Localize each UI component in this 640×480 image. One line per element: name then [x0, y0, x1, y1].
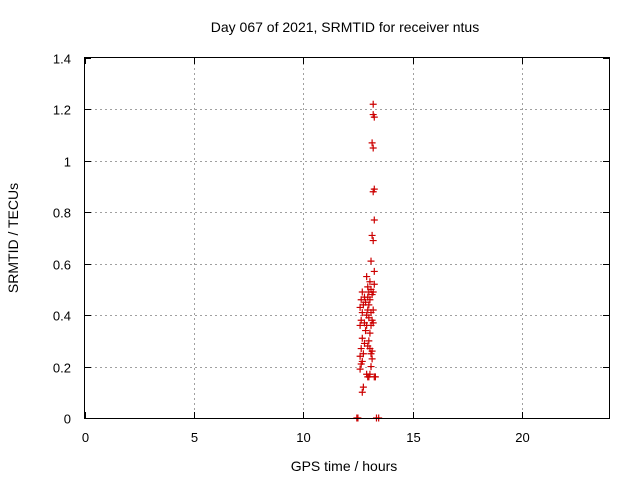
- y-axis-label: SRMTID / TECUs: [5, 183, 21, 293]
- data-point-marker: [358, 357, 366, 365]
- x-tick-label: 15: [406, 430, 420, 445]
- data-point-marker: [359, 350, 367, 358]
- y-tick-label: 0.6: [53, 258, 71, 273]
- data-point-marker: [369, 306, 377, 314]
- data-points: [353, 100, 383, 422]
- data-point-marker: [366, 370, 374, 378]
- y-tick-label: 0.2: [53, 361, 71, 376]
- y-tick-label: 1.4: [53, 52, 71, 67]
- data-point-marker: [358, 288, 366, 296]
- data-point-marker: [370, 267, 378, 275]
- data-point-marker: [365, 337, 373, 345]
- data-point-marker: [360, 319, 368, 327]
- data-point-marker: [369, 111, 377, 119]
- data-point-marker: [365, 314, 373, 322]
- data-point-marker: [370, 216, 378, 224]
- data-point-marker: [367, 257, 375, 265]
- data-point-marker: [358, 309, 366, 317]
- data-point-marker: [359, 383, 367, 391]
- data-point-marker: [356, 365, 364, 373]
- y-tick-label: 1: [64, 155, 71, 170]
- data-point-marker: [362, 327, 370, 335]
- axis-ticks: [85, 58, 609, 419]
- grid-lines: [85, 58, 609, 418]
- plot-frame: [84, 57, 610, 419]
- x-tick-label: 0: [82, 430, 89, 445]
- x-tick-label: 5: [191, 430, 198, 445]
- y-tick-label: 0: [64, 412, 71, 427]
- data-point-marker: [364, 283, 372, 291]
- data-point-marker: [371, 373, 379, 381]
- data-point-marker: [370, 280, 378, 288]
- data-point-marker: [363, 273, 371, 281]
- data-point-marker: [358, 334, 366, 342]
- x-axis-label: GPS time / hours: [291, 458, 398, 474]
- data-point-marker: [357, 345, 365, 353]
- data-point-marker: [356, 321, 364, 329]
- data-point-marker: [366, 329, 374, 337]
- y-tick-label: 0.4: [53, 309, 71, 324]
- data-point-marker: [365, 301, 373, 309]
- data-point-marker: [368, 139, 376, 147]
- data-point-marker: [369, 100, 377, 108]
- y-tick-label: 1.2: [53, 103, 71, 118]
- y-tick-label: 0.8: [53, 206, 71, 221]
- x-tick-label: 10: [296, 430, 310, 445]
- tick-labels: 0 5 10 15 20 0 0.2 0.4 0.6 0.8 1 1.2 1.4: [53, 52, 530, 446]
- data-point-marker: [358, 388, 366, 396]
- data-point-marker: [369, 237, 377, 245]
- data-point-marker: [367, 363, 375, 371]
- data-point-marker: [368, 291, 376, 299]
- data-point-marker: [370, 185, 378, 193]
- data-point-marker: [368, 347, 376, 355]
- chart-title: Day 067 of 2021, SRMTID for receiver ntu…: [211, 19, 479, 35]
- x-tick-label: 20: [515, 430, 529, 445]
- data-point-marker: [368, 231, 376, 239]
- data-point-marker: [369, 144, 377, 152]
- data-point-marker: [366, 278, 374, 286]
- data-point-marker: [364, 293, 372, 301]
- data-point-marker: [368, 355, 376, 363]
- data-point-marker: [364, 342, 372, 350]
